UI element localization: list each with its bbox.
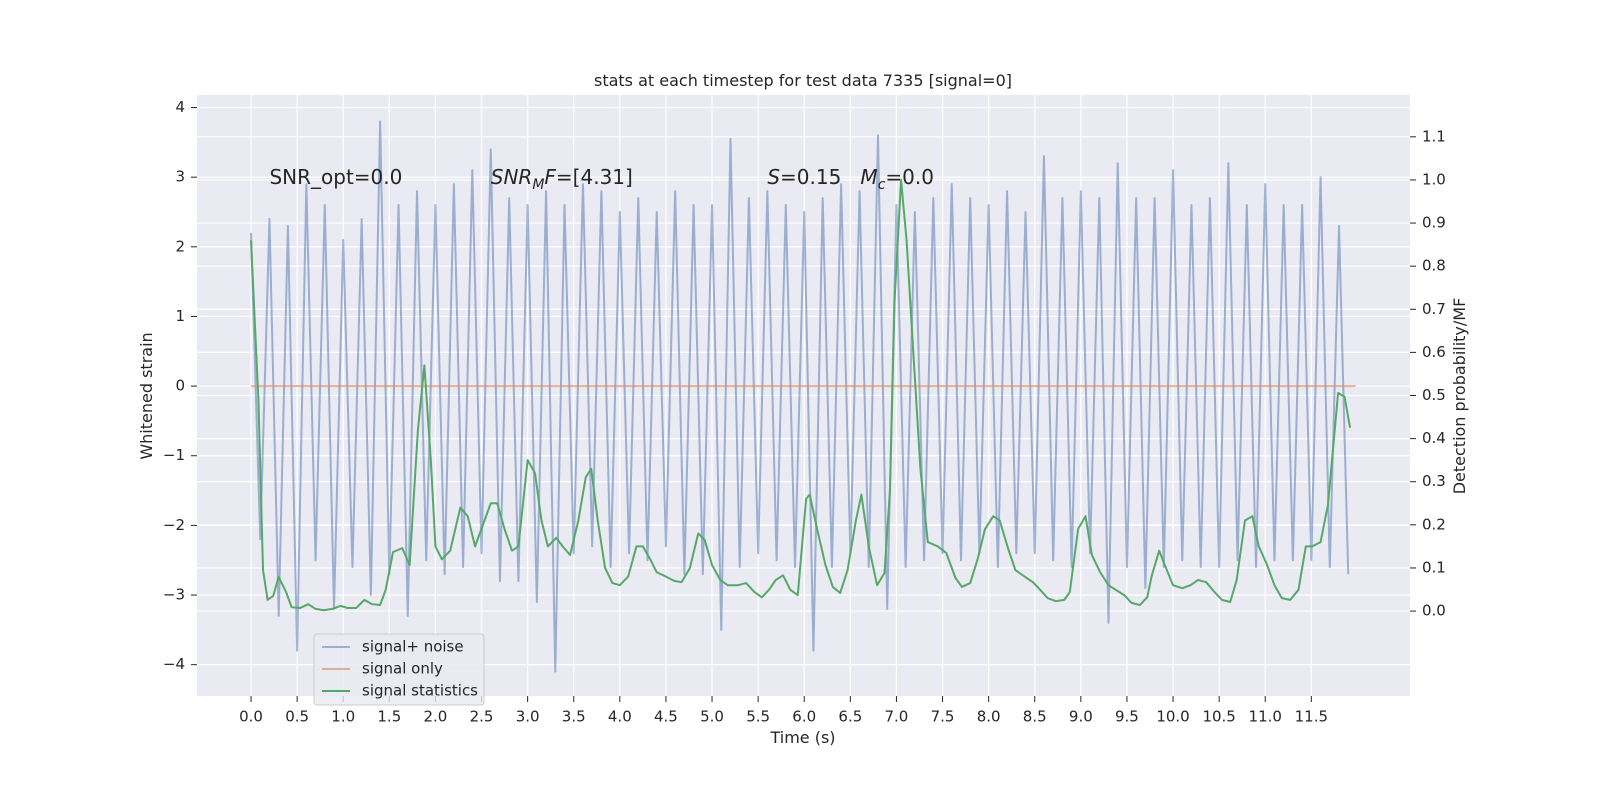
annotation-part: =0.15 xyxy=(780,165,860,189)
annotation-part: F xyxy=(544,165,556,189)
chart-title: stats at each timestep for test data 733… xyxy=(594,71,1012,90)
x-tick-label: 11.5 xyxy=(1295,708,1328,726)
y-tick-label: −2 xyxy=(163,516,185,534)
y2-tick-label: 0.0 xyxy=(1422,602,1446,620)
x-tick-label: 7.0 xyxy=(885,708,909,726)
x-tick-label: 11.0 xyxy=(1249,708,1282,726)
x-tick-label: 0.0 xyxy=(239,708,263,726)
annotation-part: M xyxy=(860,165,877,189)
annotation: SNRMF=[4.31] xyxy=(491,165,633,193)
y2-tick-label: 0.8 xyxy=(1422,257,1446,275)
x-tick-label: 1.0 xyxy=(331,708,355,726)
annotation: S=0.15 Mc=0.0 xyxy=(767,165,934,193)
x-tick-label: 3.0 xyxy=(516,708,540,726)
x-tick-label: 10.5 xyxy=(1202,708,1235,726)
x-tick-label: 4.0 xyxy=(608,708,632,726)
y-tick-label: −1 xyxy=(163,446,185,464)
y2-tick-label: 0.3 xyxy=(1422,472,1446,490)
x-tick-label: 0.5 xyxy=(285,708,309,726)
x-tick-label: 7.5 xyxy=(931,708,955,726)
annotation-part: SNR_opt=0.0 xyxy=(269,165,402,189)
x-tick-label: 4.5 xyxy=(654,708,678,726)
annotation-part: SNR xyxy=(491,165,533,189)
annotation-part: S xyxy=(767,165,780,189)
x-tick-label: 8.5 xyxy=(1023,708,1047,726)
y2-tick-label: 1.0 xyxy=(1422,170,1446,188)
x-tick-label: 5.0 xyxy=(700,708,724,726)
series-line xyxy=(250,178,1352,612)
x-tick-label: 1.5 xyxy=(377,708,401,726)
y2-tick-label: 1.1 xyxy=(1422,127,1446,145)
annotations: SNR_opt=0.0 SNRMF=[4.31] S=0.15 Mc=0.0 xyxy=(269,165,934,193)
series-line xyxy=(250,120,1350,673)
y-tick-label: −3 xyxy=(163,586,185,604)
x-axis-label: Time (s) xyxy=(769,728,835,747)
y-tick-label: 3 xyxy=(175,168,185,186)
legend: signal+ noise signal only signal statistic… xyxy=(313,633,485,706)
axes: 0.0 0.5 1.0 1.5 2.0 2.5 3.0 3.5 4.0 4.5 5.0 5.5 6.0 6… xyxy=(163,98,1446,725)
annotation-part: =[4.31] xyxy=(556,165,633,189)
y-tick-label: 1 xyxy=(175,307,185,325)
x-tick-label: 10.0 xyxy=(1156,708,1189,726)
x-tick-label: 9.5 xyxy=(1115,708,1139,726)
y-tick-label: 2 xyxy=(175,237,185,255)
legend-label: signal+ noise xyxy=(362,638,464,656)
y2-tick-label: 0.2 xyxy=(1422,515,1446,533)
x-tick-label: 2.0 xyxy=(424,708,448,726)
annotation-part: c xyxy=(878,177,886,193)
annotation: SNR_opt=0.0 xyxy=(269,165,402,189)
x-tick-label: 9.0 xyxy=(1069,708,1093,726)
annotation-part: =0.0 xyxy=(885,165,934,189)
x-tick-label: 3.5 xyxy=(562,708,586,726)
marks xyxy=(250,120,1356,673)
legend-label: signal only xyxy=(362,660,443,678)
y2-tick-label: 0.1 xyxy=(1422,558,1446,576)
x-tick-label: 6.0 xyxy=(792,708,816,726)
x-tick-label: 5.5 xyxy=(746,708,770,726)
y2-tick-label: 0.6 xyxy=(1422,343,1446,361)
y2-tick-label: 0.9 xyxy=(1422,214,1446,232)
annotation-part: M xyxy=(532,177,544,193)
y2-tick-label: 0.4 xyxy=(1422,429,1446,447)
y-axis-label: Whitened strain xyxy=(137,332,156,459)
x-tick-label: 6.5 xyxy=(838,708,862,726)
y-tick-label: 0 xyxy=(175,377,185,395)
y2-tick-label: 0.7 xyxy=(1422,300,1446,318)
y2-tick-label: 0.5 xyxy=(1422,386,1446,404)
y-tick-label: 4 xyxy=(175,98,185,116)
x-tick-label: 8.0 xyxy=(977,708,1001,726)
legend-box xyxy=(313,633,485,706)
legend-label: signal statistics xyxy=(362,682,478,700)
y2-axis-label: Detection probability/MF xyxy=(1450,298,1469,495)
x-tick-label: 2.5 xyxy=(470,708,494,726)
y-tick-label: −4 xyxy=(163,655,185,673)
